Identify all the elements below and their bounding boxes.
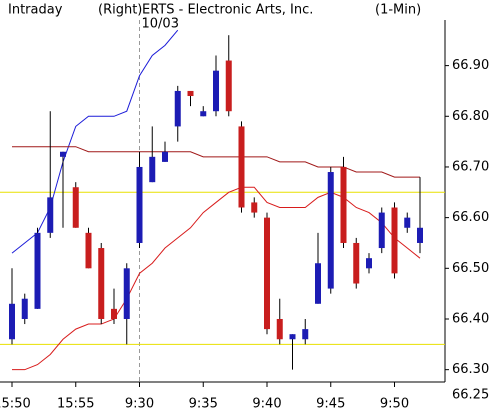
candle-body	[353, 242, 360, 284]
session-label: 10/03	[142, 17, 179, 32]
candle-body	[85, 232, 92, 269]
candle-body	[9, 303, 15, 340]
candle-body	[149, 156, 156, 183]
indicator-line	[11, 29, 179, 254]
y-tick-label: 66.80	[452, 109, 489, 124]
candle-body	[34, 232, 41, 309]
candle-body	[162, 151, 168, 162]
x-tick-label: 9:45	[316, 397, 345, 412]
indicator-line	[12, 146, 420, 178]
x-tick-label: 15:50	[0, 397, 31, 412]
candle-body	[404, 217, 411, 228]
candle-body	[123, 268, 130, 319]
candle-body	[72, 187, 79, 228]
candle-body	[111, 308, 117, 319]
y-tick-label: 66.60	[452, 210, 489, 225]
candle-body	[238, 126, 245, 208]
x-tick-label: 9:50	[380, 397, 409, 412]
candle-body	[417, 227, 423, 243]
candle-body	[315, 263, 321, 304]
interval-label: (1-Min)	[375, 3, 421, 18]
range-label: Intraday	[8, 3, 63, 18]
candle-body	[225, 60, 232, 112]
chart-title: ERTS - Electronic Arts, Inc.	[142, 3, 313, 18]
candle-body	[47, 197, 54, 233]
candle-body	[60, 151, 66, 157]
candle-body	[366, 258, 372, 269]
candle-body	[391, 207, 398, 274]
candle-body	[98, 248, 105, 319]
candle-body	[200, 111, 207, 117]
candle-body	[302, 329, 309, 340]
candle-body	[21, 298, 28, 319]
y-tick-label: 66.40	[452, 311, 489, 326]
x-tick-label: 9:40	[252, 397, 281, 412]
x-tick-label: 15:55	[57, 397, 94, 412]
x-tick-label: 9:35	[189, 397, 218, 412]
side-label: (Right)	[98, 3, 142, 18]
candle-body	[340, 166, 347, 243]
y-tick-label: 66.30	[452, 362, 489, 377]
candle-body	[289, 334, 296, 340]
y-tick-label: 66.25	[452, 388, 489, 403]
y-tick-label: 66.50	[452, 261, 489, 276]
candle-body	[187, 90, 194, 97]
candle-body	[174, 90, 181, 127]
candle-body	[276, 318, 283, 340]
candle-body	[327, 172, 334, 289]
candle-body	[251, 202, 258, 213]
y-tick-label: 66.70	[452, 159, 489, 174]
candle-body	[378, 212, 385, 249]
candle-body	[136, 166, 143, 243]
candle-body	[213, 70, 219, 112]
y-tick-label: 66.90	[452, 58, 489, 73]
candle-body	[264, 217, 270, 330]
x-tick-label: 9:30	[125, 397, 154, 412]
indicator-line	[12, 186, 421, 371]
